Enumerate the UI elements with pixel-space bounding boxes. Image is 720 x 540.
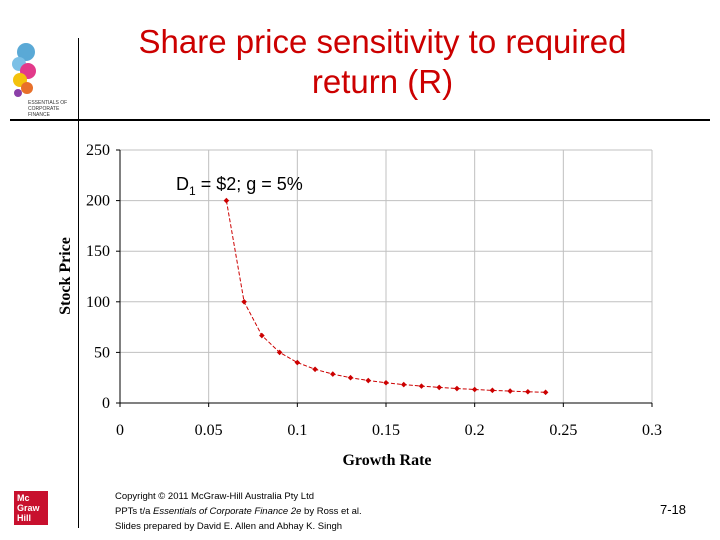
annotation-rest: = $2; g = 5% — [196, 174, 303, 194]
x-tick-label: 0.15 — [372, 422, 400, 439]
book-logo-graphic — [12, 43, 36, 97]
y-tick-label: 200 — [86, 193, 110, 210]
copyright-line-3: Slides prepared by David E. Allen and Ab… — [115, 521, 343, 532]
data-point — [454, 385, 460, 392]
x-tick-label: 0 — [116, 422, 124, 439]
mcgraw-logo-line-1: Mc — [17, 493, 30, 503]
y-tick-label: 250 — [86, 142, 110, 159]
y-axis-title: Stock Price — [57, 237, 74, 315]
x-axis-title: Growth Rate — [342, 452, 431, 469]
data-point — [365, 377, 372, 384]
data-point — [489, 387, 496, 394]
data-point — [259, 332, 265, 339]
x-tick-label: 0.1 — [287, 422, 307, 439]
mcgraw-hill-logo: Mc Graw Hill — [14, 491, 48, 525]
page-number: 7-18 — [660, 502, 687, 517]
data-point — [400, 381, 407, 388]
x-tick-label: 0.05 — [195, 422, 223, 439]
x-tick-label: 0.2 — [465, 422, 485, 439]
y-tick-label: 150 — [86, 243, 110, 260]
annotation-base: D — [176, 174, 189, 194]
book-logo-caption: ESSENTIALS OF CORPORATE FINANCE — [28, 100, 68, 118]
data-point — [347, 374, 354, 381]
mcgraw-logo-line-2: Graw — [17, 503, 40, 513]
annotation-subscript: 1 — [189, 184, 196, 198]
y-tick-labels: 0 50 100 150 200 250 — [86, 142, 110, 412]
data-point — [223, 197, 230, 204]
data-point — [542, 389, 549, 396]
data-point — [383, 379, 389, 386]
mcgraw-logo-line-3: Hill — [17, 513, 32, 523]
x-tick-labels: 0 0.05 0.1 0.15 0.2 0.25 0.3 — [116, 422, 662, 439]
copyright-notice: Copyright © 2011 McGraw-Hill Australia P… — [115, 489, 362, 534]
x-tick-label: 0.3 — [642, 422, 662, 439]
horizontal-divider — [10, 119, 710, 121]
vertical-divider — [78, 38, 79, 528]
data-point — [436, 384, 442, 391]
copyright-line-2-prefix: PPTs t/a — [115, 506, 154, 517]
y-tick-label: 50 — [94, 344, 110, 361]
data-point — [330, 371, 336, 377]
book-title: Essentials of Corporate Finance 2e — [153, 506, 302, 517]
data-point — [241, 299, 247, 305]
data-point — [276, 349, 283, 356]
data-point — [294, 359, 301, 366]
axes — [116, 149, 653, 407]
data-point — [507, 388, 513, 394]
book-logo — [6, 38, 74, 120]
data-point — [525, 388, 531, 395]
y-tick-label: 0 — [102, 395, 110, 412]
x-tick-label: 0.25 — [549, 422, 577, 439]
copyright-line-1: Copyright © 2011 McGraw-Hill Australia P… — [115, 491, 315, 502]
data-points — [223, 197, 549, 396]
slide-title: Share price sensitivity to required retu… — [138, 23, 627, 100]
copyright-line-2-suffix: by Ross et al. — [301, 506, 362, 517]
data-point — [418, 383, 425, 389]
y-tick-label: 100 — [86, 294, 110, 311]
data-point — [471, 386, 478, 393]
copyright-line-2: PPTs t/a Essentials of Corporate Finance… — [115, 504, 362, 519]
chart-annotation: D1 = $2; g = 5% — [176, 174, 303, 198]
data-point — [312, 366, 318, 373]
